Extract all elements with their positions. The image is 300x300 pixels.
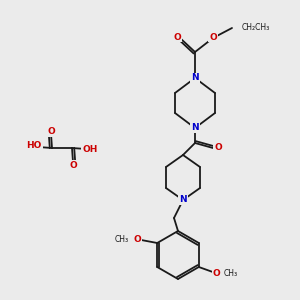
Text: O: O [214,143,222,152]
Text: N: N [191,124,199,133]
Text: O: O [47,128,55,136]
Text: N: N [179,196,187,205]
Text: O: O [209,32,217,41]
Text: HO: HO [26,142,42,151]
Text: OH: OH [82,145,98,154]
Text: O: O [69,160,77,169]
Text: CH₃: CH₃ [224,268,238,278]
Text: O: O [133,235,141,244]
Text: CH₃: CH₃ [114,235,128,244]
Text: N: N [191,74,199,82]
Text: O: O [213,268,221,278]
Text: O: O [173,32,181,41]
Text: CH₂CH₃: CH₂CH₃ [242,22,270,32]
